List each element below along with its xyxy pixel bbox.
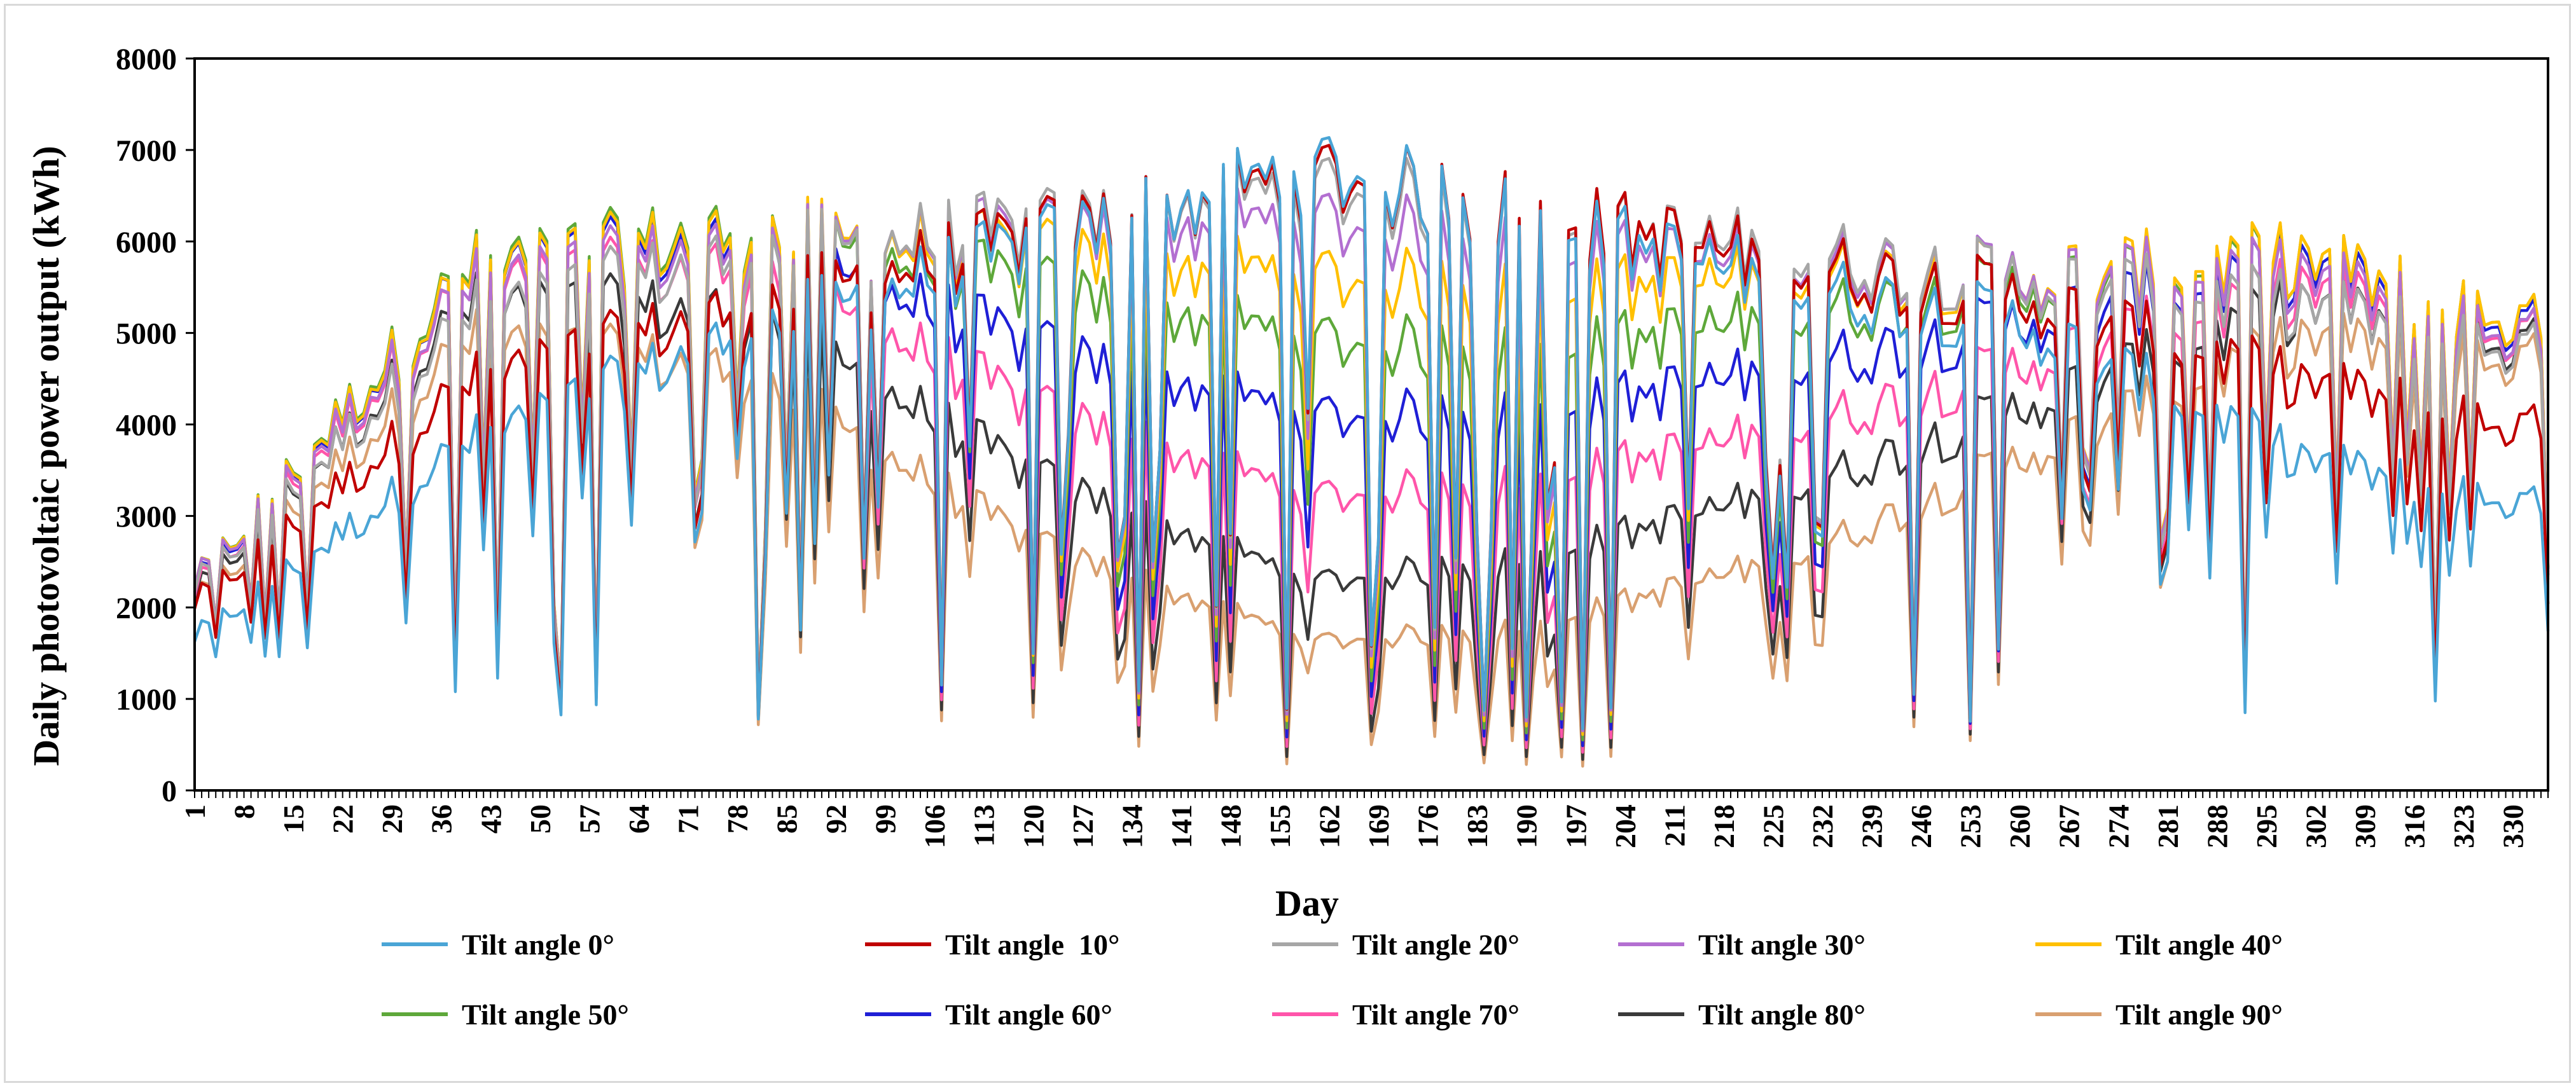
- x-tick-label: 92: [820, 804, 852, 834]
- x-tick-label: 99: [869, 804, 902, 834]
- x-tick-label: 78: [721, 804, 754, 834]
- x-tick-label: 309: [2349, 804, 2381, 848]
- legend-swatch: [1272, 1012, 1338, 1016]
- y-tick-label: 0: [162, 775, 177, 808]
- y-tick-label: 2000: [116, 591, 177, 625]
- x-tick-label: 15: [277, 804, 310, 834]
- x-tick-label: 127: [1067, 804, 1099, 848]
- x-tick-label: 176: [1412, 804, 1444, 848]
- legend-label: Tilt angle 60°: [945, 998, 1112, 1031]
- legend-label: Tilt angle 50°: [462, 998, 629, 1031]
- x-tick-label: 218: [1708, 804, 1740, 848]
- x-tick-label: 211: [1658, 804, 1691, 846]
- legend-item: Tilt angle 20°: [1272, 925, 1520, 963]
- x-tick-label: 281: [2152, 804, 2184, 848]
- x-tick-label: 106: [918, 804, 951, 848]
- x-tick-label: 1: [179, 804, 211, 819]
- x-tick-label: 295: [2250, 804, 2283, 848]
- x-axis-title: Day: [1275, 883, 1339, 924]
- chart-frame: [4, 4, 2571, 1083]
- y-tick-label: 7000: [116, 134, 177, 168]
- legend-swatch: [1618, 942, 1684, 946]
- x-tick-label: 302: [2299, 804, 2332, 848]
- x-tick-label: 64: [623, 804, 655, 834]
- x-tick-label: 57: [573, 804, 606, 834]
- legend-swatch: [2035, 942, 2102, 946]
- legend-label: Tilt angle 90°: [2116, 998, 2283, 1031]
- legend-label: Tilt angle 0°: [462, 928, 614, 961]
- legend-item: Tilt angle 80°: [1618, 995, 1866, 1033]
- legend-item: Tilt angle 10°: [865, 925, 1119, 963]
- legend-label: Tilt angle 10°: [945, 928, 1120, 961]
- x-tick-label: 141: [1165, 804, 1198, 848]
- x-tick-label: 113: [968, 804, 1001, 846]
- x-tick-label: 260: [2004, 804, 2036, 848]
- legend-label: Tilt angle 80°: [1698, 998, 1866, 1031]
- x-tick-label: 148: [1214, 804, 1247, 848]
- x-tick-label: 71: [672, 804, 704, 834]
- legend-label: Tilt angle 70°: [1352, 998, 1520, 1031]
- x-tick-label: 85: [771, 804, 803, 834]
- legend-swatch: [382, 1012, 448, 1016]
- y-tick-label: 4000: [116, 409, 177, 443]
- legend-label: Tilt angle 20°: [1352, 928, 1520, 961]
- legend-swatch: [1272, 942, 1338, 946]
- legend-swatch: [2035, 1012, 2102, 1016]
- chart-series-group: [193, 136, 2550, 768]
- legend-label: Tilt angle 40°: [2116, 928, 2283, 961]
- x-tick-label: 29: [376, 804, 408, 834]
- y-tick-label: 8000: [116, 43, 177, 76]
- x-tick-label: 288: [2201, 804, 2233, 848]
- legend-swatch: [382, 942, 448, 946]
- x-tick-label: 155: [1264, 804, 1296, 848]
- legend-item: Tilt angle 40°: [2035, 925, 2283, 963]
- x-tick-label: 316: [2399, 804, 2431, 848]
- x-tick-label: 120: [1017, 804, 1049, 848]
- y-tick-label: 1000: [116, 683, 177, 717]
- x-tick-label: 323: [2448, 804, 2480, 848]
- y-tick-label: 5000: [116, 317, 177, 351]
- legend-label: Tilt angle 30°: [1698, 928, 1866, 961]
- y-axis-title: Daily photovoltaic power output (kWh): [25, 146, 67, 766]
- series-line-tilt-0: [193, 136, 2550, 731]
- chart-legend: Tilt angle 0° Tilt angle 10° Tilt angle 20…: [382, 925, 2366, 1078]
- legend-item: Tilt angle 90°: [2035, 995, 2283, 1033]
- x-tick-label: 267: [2053, 804, 2086, 848]
- y-tick-label: 6000: [116, 226, 177, 259]
- chart-axes: 0 1000 2000 3000 4000 5000 6000 7000 8000 1 8 15 22 2…: [116, 43, 2549, 848]
- x-tick-label: 134: [1116, 804, 1148, 848]
- x-tick-label: 169: [1362, 804, 1395, 848]
- x-tick-label: 36: [426, 804, 458, 834]
- x-tick-label: 50: [524, 804, 557, 834]
- x-tick-label: 22: [327, 804, 359, 834]
- x-tick-label: 43: [474, 804, 507, 834]
- x-tick-label: 183: [1461, 804, 1493, 848]
- legend-swatch: [865, 942, 931, 946]
- legend-swatch: [865, 1012, 931, 1016]
- x-tick-label: 8: [228, 804, 261, 819]
- x-tick-label: 232: [1806, 804, 1839, 848]
- x-tick-label: 253: [1955, 804, 1987, 848]
- x-tick-label: 162: [1313, 804, 1346, 848]
- x-tick-label: 330: [2497, 804, 2530, 848]
- legend-item: Tilt angle 0°: [382, 925, 614, 963]
- legend-swatch: [1618, 1012, 1684, 1016]
- x-tick-label: 190: [1511, 804, 1543, 848]
- x-tick-label: 204: [1609, 804, 1642, 848]
- legend-item: Tilt angle 50°: [382, 995, 629, 1033]
- x-tick-label: 274: [2102, 804, 2135, 848]
- legend-item: Tilt angle 60°: [865, 995, 1112, 1033]
- x-tick-label: 239: [1856, 804, 1888, 848]
- y-tick-label: 3000: [116, 500, 177, 534]
- legend-item: Tilt angle 30°: [1618, 925, 1866, 963]
- legend-item: Tilt angle 70°: [1272, 995, 1520, 1033]
- x-tick-label: 225: [1757, 804, 1789, 848]
- x-tick-label: 197: [1560, 804, 1592, 848]
- x-tick-label: 246: [1905, 804, 1937, 848]
